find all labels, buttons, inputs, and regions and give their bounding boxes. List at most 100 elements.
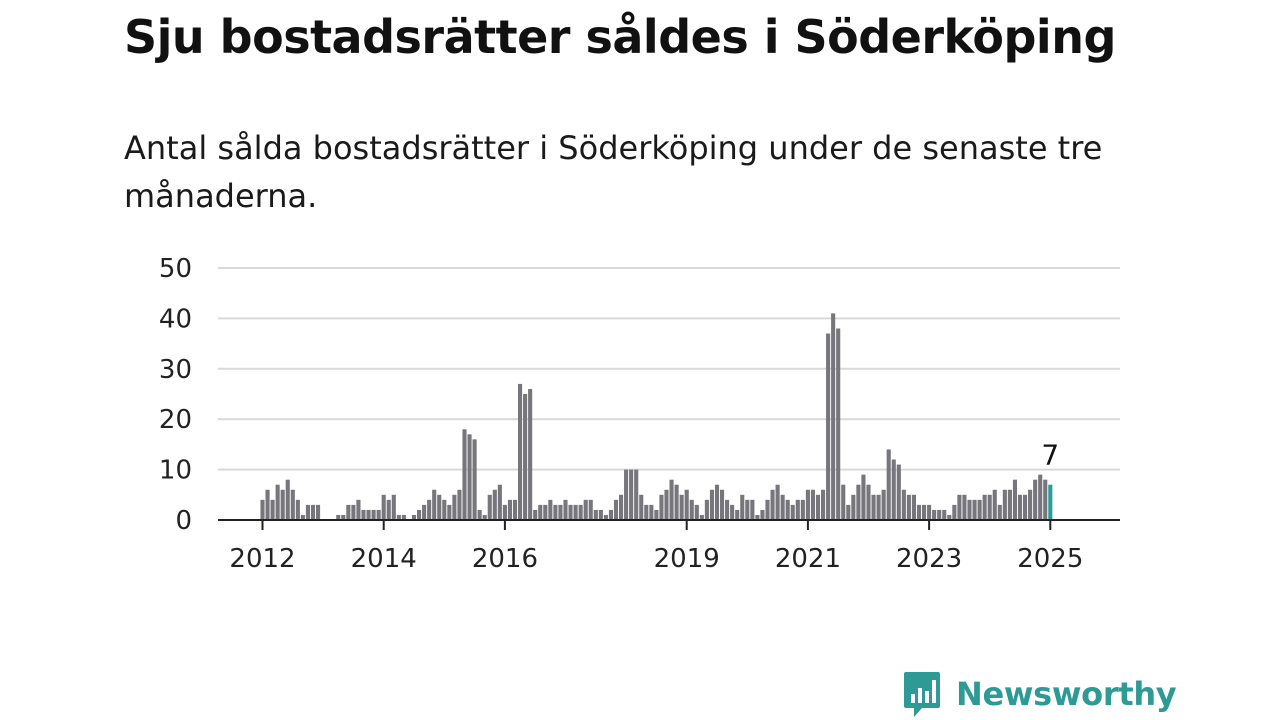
bar xyxy=(629,469,634,520)
bar xyxy=(982,494,987,520)
bar xyxy=(442,499,447,520)
bars xyxy=(260,313,1053,520)
brand-logo: Newsworthy xyxy=(902,670,1177,718)
bar xyxy=(836,328,841,520)
bar xyxy=(750,499,755,520)
bar xyxy=(371,509,376,520)
bar xyxy=(1043,479,1048,520)
bar xyxy=(518,383,523,520)
bar xyxy=(932,509,937,520)
bar xyxy=(659,494,664,520)
bar xyxy=(457,489,462,520)
value-labels: 7 xyxy=(1041,439,1059,472)
bar xyxy=(906,494,911,520)
bar xyxy=(482,514,487,520)
y-tick-label: 30 xyxy=(159,355,192,385)
x-axis: 2012 2014 2016 2019 2021 2023 2025 xyxy=(218,519,1120,574)
bar xyxy=(528,388,533,520)
bar xyxy=(1033,479,1038,520)
bar xyxy=(947,514,952,520)
bar xyxy=(714,484,720,520)
bar xyxy=(987,494,992,520)
bar xyxy=(639,494,644,520)
bar xyxy=(568,504,573,520)
bar xyxy=(805,489,810,520)
bar xyxy=(502,504,507,520)
bar xyxy=(593,509,598,520)
bar xyxy=(967,499,972,520)
x-tick-label: 2025 xyxy=(1017,544,1083,574)
bar-chart: 0 10 20 30 40 50 2012 2014 2016 2019 2021 2023 2025… xyxy=(159,254,1120,574)
bar xyxy=(937,509,942,520)
bar xyxy=(644,504,649,520)
bar xyxy=(619,494,624,520)
bar xyxy=(730,504,735,520)
bar xyxy=(709,489,714,520)
x-tick-label: 2019 xyxy=(654,544,720,574)
bar xyxy=(765,499,770,520)
bar xyxy=(1017,494,1023,520)
bar xyxy=(992,489,997,520)
bar xyxy=(891,459,896,520)
bar xyxy=(942,509,947,520)
bar xyxy=(871,494,876,520)
bar xyxy=(588,499,593,520)
bar xyxy=(598,509,603,520)
brand-name: Newsworthy xyxy=(956,675,1177,713)
bar xyxy=(295,499,300,520)
bar xyxy=(275,484,280,520)
y-tick-label: 0 xyxy=(175,506,192,536)
bar xyxy=(265,489,270,520)
y-tick-label: 20 xyxy=(159,405,192,435)
bar xyxy=(977,499,982,520)
bar xyxy=(462,429,467,520)
bar xyxy=(866,484,871,520)
bar xyxy=(432,489,437,520)
bar xyxy=(1038,474,1043,520)
bar xyxy=(911,494,916,520)
bar xyxy=(290,489,295,520)
gridlines xyxy=(218,267,1120,471)
bar xyxy=(957,494,962,520)
bar xyxy=(376,509,381,520)
bar xyxy=(704,499,709,520)
bar xyxy=(361,509,366,520)
bar xyxy=(356,499,361,520)
x-tick-label: 2012 xyxy=(229,544,295,574)
bar xyxy=(310,504,316,520)
bar xyxy=(826,333,831,520)
bar xyxy=(831,313,836,520)
bar xyxy=(881,489,886,520)
bar xyxy=(785,499,790,520)
bar xyxy=(427,499,432,520)
bar xyxy=(815,494,821,520)
bar xyxy=(553,504,558,520)
bar xyxy=(634,469,639,520)
bar xyxy=(391,494,396,520)
bar xyxy=(305,504,310,520)
bar xyxy=(472,439,477,520)
bar xyxy=(901,489,906,520)
bar xyxy=(861,474,866,520)
bar xyxy=(735,509,740,520)
x-tick-label: 2016 xyxy=(472,544,538,574)
bar xyxy=(997,504,1002,520)
bar xyxy=(1012,479,1017,520)
bar xyxy=(876,494,881,520)
bar xyxy=(608,509,613,520)
bar xyxy=(300,514,305,520)
bar xyxy=(1028,489,1033,520)
bar xyxy=(1023,494,1028,520)
bar xyxy=(285,479,290,520)
bar xyxy=(411,514,417,520)
bar xyxy=(1002,489,1007,520)
bar xyxy=(795,499,800,520)
bar xyxy=(810,489,815,520)
bar xyxy=(396,514,401,520)
highlight-bar xyxy=(1048,484,1053,520)
bar xyxy=(477,509,482,520)
bar xyxy=(856,484,861,520)
bar xyxy=(533,509,538,520)
y-tick-label: 50 xyxy=(159,254,192,284)
y-axis: 0 10 20 30 40 50 xyxy=(159,254,192,536)
